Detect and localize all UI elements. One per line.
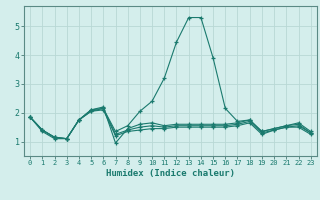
X-axis label: Humidex (Indice chaleur): Humidex (Indice chaleur) bbox=[106, 169, 235, 178]
